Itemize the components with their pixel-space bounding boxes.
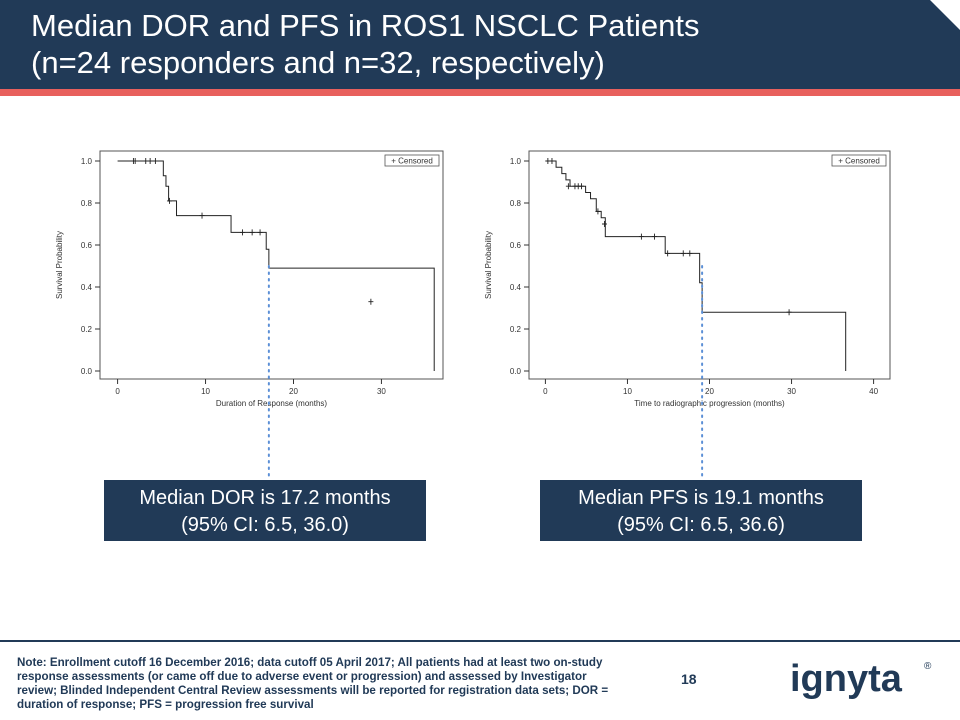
- chart1-y-tick-label: 0.2: [510, 325, 522, 334]
- chart0-survival-curve: [117, 160, 435, 371]
- chart1-legend-label: + Censored: [838, 157, 880, 166]
- chart1-censor-mark: [687, 250, 693, 257]
- chart0-censor-mark: [143, 158, 149, 164]
- chart1-x-tick-label: 10: [623, 387, 632, 396]
- chart0-censor-mark: [166, 197, 172, 204]
- banner-corner: [930, 0, 960, 30]
- chart0-censor-mark: [152, 158, 158, 164]
- page-number: 18: [681, 671, 697, 687]
- chart1-censor-mark: [652, 233, 658, 240]
- pfs-km-chart: 0.0 0.2 0.4 0.6 0.8 1.0 0 10 20 30 40 Time to radio…: [485, 150, 891, 480]
- chart0-censor-mark: [368, 298, 374, 305]
- chart0-censor-mark: [239, 229, 245, 236]
- accent-stripe: [0, 89, 960, 96]
- chart1-y-tick-label: 0.6: [510, 241, 522, 250]
- chart1-y-tick-label: 0.4: [510, 283, 522, 292]
- logo-registered-mark: ®: [924, 661, 932, 672]
- pfs-median-callout: Median PFS is 19.1 months (95% CI: 6.5, …: [540, 480, 862, 541]
- chart1-y-axis-label: Survival Probability: [485, 231, 493, 299]
- dor-ci-text: (95% CI: 6.5, 36.0): [181, 514, 349, 536]
- chart1-x-tick-label: 30: [787, 387, 796, 396]
- dor-km-chart: 0.0 0.2 0.4 0.6 0.8 1.0 0 10 20 30 Duration of Res…: [55, 150, 444, 480]
- chart1-y-tick-label: 0.8: [510, 199, 522, 208]
- chart1-x-tick-label: 0: [543, 387, 548, 396]
- chart1-plot-frame: [528, 150, 891, 380]
- chart0-x-tick-label: 0: [115, 387, 120, 396]
- chart1-survival-curve: [545, 160, 847, 371]
- chart1-x-tick-label: 40: [869, 387, 878, 396]
- title-banner: [0, 0, 960, 89]
- chart0-legend-box: [384, 154, 440, 167]
- chart1-censor-mark: [786, 309, 792, 316]
- chart0-censor-mark: [147, 158, 153, 164]
- chart0-y-tick-label: 0.4: [81, 283, 93, 292]
- slide-title-line-2: (n=24 responders and n=32, respectively): [31, 45, 605, 80]
- chart1-censor-mark: [665, 250, 671, 257]
- chart1-censor-mark: [601, 221, 607, 227]
- chart1-censor-mark: [549, 158, 555, 164]
- chart0-y-tick-label: 1.0: [81, 157, 93, 166]
- chart0-x-tick-label: 10: [201, 387, 210, 396]
- pfs-ci-text: (95% CI: 6.5, 36.6): [617, 514, 785, 536]
- chart0-legend-label: + Censored: [391, 157, 433, 166]
- pfs-median-text: Median PFS is 19.1 months: [578, 487, 824, 509]
- chart0-censor-mark: [249, 229, 255, 236]
- chart1-censor-mark: [638, 233, 644, 240]
- chart0-censor-mark: [132, 158, 138, 164]
- chart1-censor-mark: [680, 250, 686, 257]
- chart1-x-axis-label: Time to radiographic progression (months…: [634, 399, 785, 408]
- company-logo: ignyta ®: [790, 658, 932, 700]
- slide-title: Median DOR and PFS in ROS1 NSCLC Patient…: [31, 7, 700, 81]
- chart1-legend: + Censored: [831, 154, 887, 167]
- chart0-legend: + Censored: [384, 154, 440, 167]
- chart0-x-axis-label: Duration of Response (months): [216, 399, 328, 408]
- chart0-censor-mark: [199, 212, 205, 219]
- chart0-y-tick-label: 0.2: [81, 325, 93, 334]
- chart1-censor-mark: [595, 208, 601, 215]
- slide-title-line-1: Median DOR and PFS in ROS1 NSCLC Patient…: [31, 8, 700, 43]
- chart1-y-tick-label: 1.0: [510, 157, 522, 166]
- dor-median-callout: Median DOR is 17.2 months (95% CI: 6.5, …: [104, 480, 426, 541]
- chart1-legend-box: [831, 154, 887, 167]
- chart1-censor-mark: [565, 183, 571, 190]
- chart0-y-tick-label: 0.0: [81, 367, 93, 376]
- chart1-x-tick-label: 20: [705, 387, 714, 396]
- chart0-x-tick-label: 30: [377, 387, 386, 396]
- chart0-plot-frame: [99, 150, 444, 380]
- chart1-censor-mark: [579, 183, 585, 190]
- chart0-censor-mark: [257, 229, 263, 236]
- footer-divider: [0, 640, 960, 642]
- chart0-y-tick-label: 0.6: [81, 241, 93, 250]
- footnote: Note: Enrollment cutoff 16 December 2016…: [17, 656, 609, 711]
- logo-wordmark: ignyta: [790, 658, 903, 700]
- chart0-y-tick-label: 0.8: [81, 199, 93, 208]
- chart1-y-tick-label: 0.0: [510, 367, 522, 376]
- chart0-x-tick-label: 20: [289, 387, 298, 396]
- dor-median-text: Median DOR is 17.2 months: [139, 487, 391, 509]
- chart0-y-axis-label: Survival Probability: [55, 231, 64, 299]
